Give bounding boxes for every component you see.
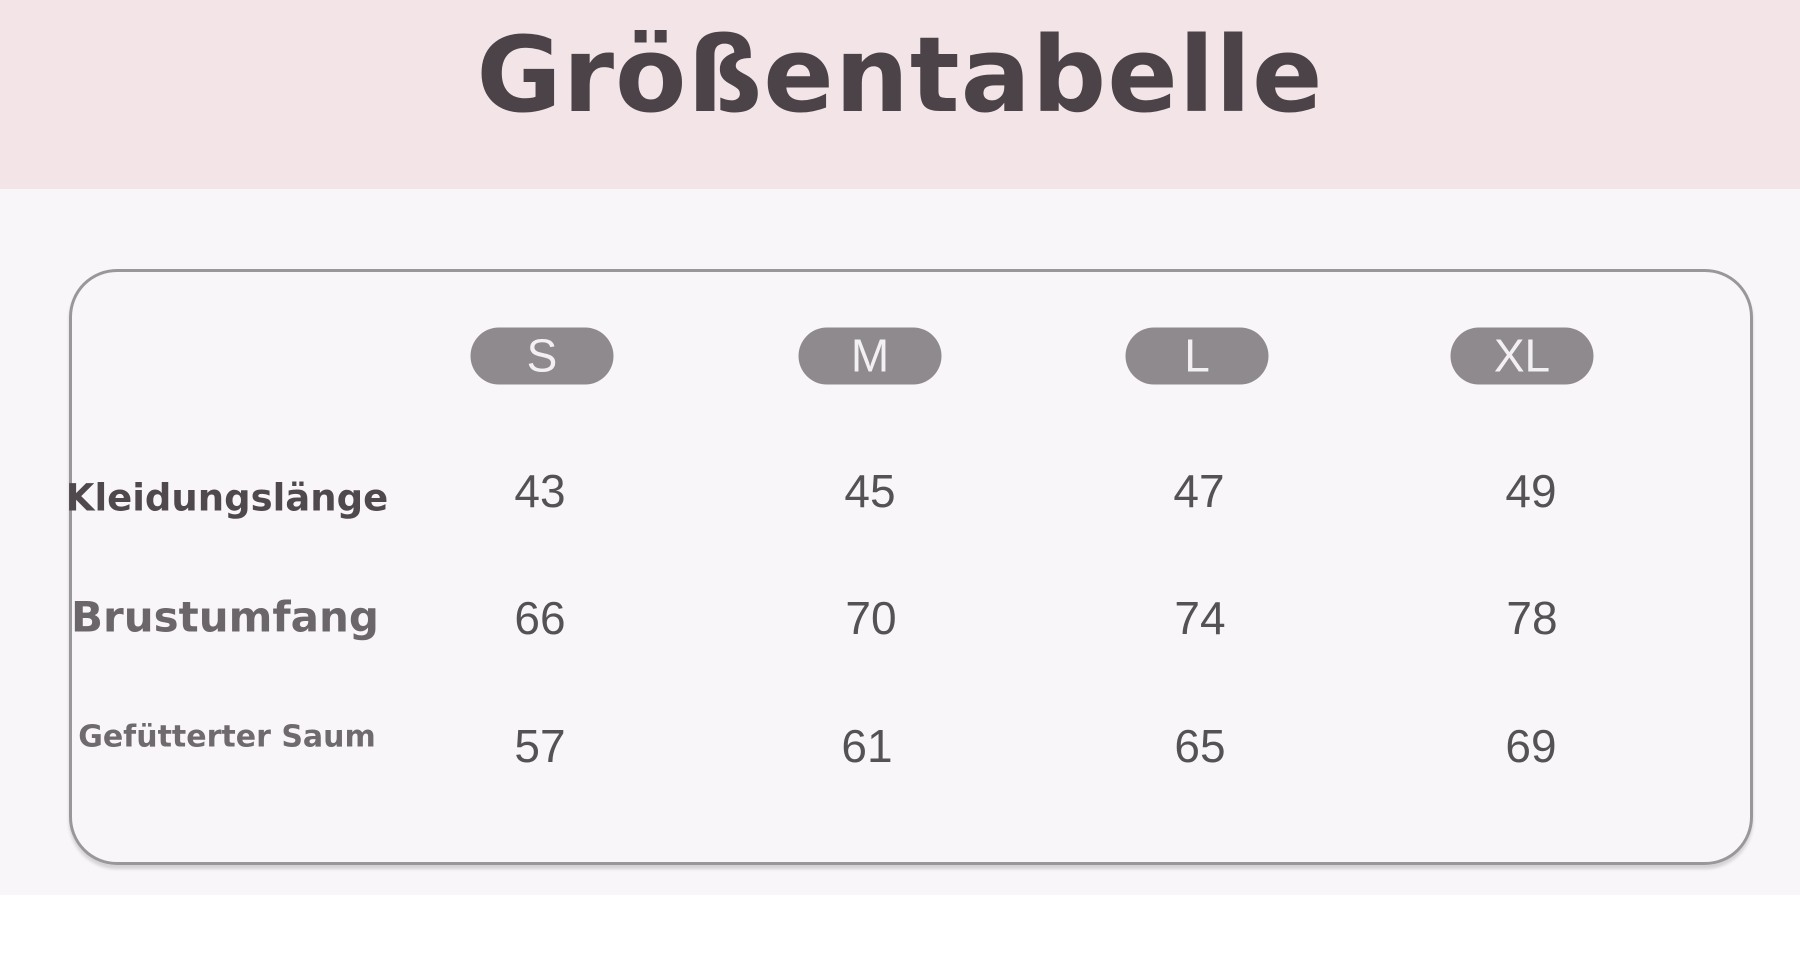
cell-length-s: 43 [514, 465, 566, 517]
row-label-hem: Gefütterter Saum [78, 719, 376, 755]
row-label-length: Kleidungslänge [65, 476, 389, 520]
row-label-chest: Brustumfang [71, 592, 379, 642]
cell-chest-l: 74 [1174, 592, 1226, 644]
size-header-s: S [470, 327, 614, 385]
cell-hem-xl: 69 [1505, 720, 1557, 772]
cell-chest-s: 66 [514, 592, 566, 644]
size-header-m: M [798, 327, 942, 385]
page-title: Größentabelle [476, 14, 1324, 136]
size-table-frame [69, 269, 1753, 865]
cell-length-l: 47 [1173, 465, 1225, 517]
header-band [0, 0, 1800, 189]
cell-length-xl: 49 [1505, 465, 1557, 517]
cell-hem-l: 65 [1174, 720, 1226, 772]
cell-chest-m: 70 [845, 592, 897, 644]
size-header-l: L [1125, 327, 1269, 385]
cell-length-m: 45 [844, 465, 896, 517]
cell-hem-m: 61 [841, 720, 893, 772]
cell-chest-xl: 78 [1506, 592, 1558, 644]
size-header-xl: XL [1450, 327, 1594, 385]
table-panel [0, 189, 1800, 895]
cell-hem-s: 57 [514, 720, 566, 772]
